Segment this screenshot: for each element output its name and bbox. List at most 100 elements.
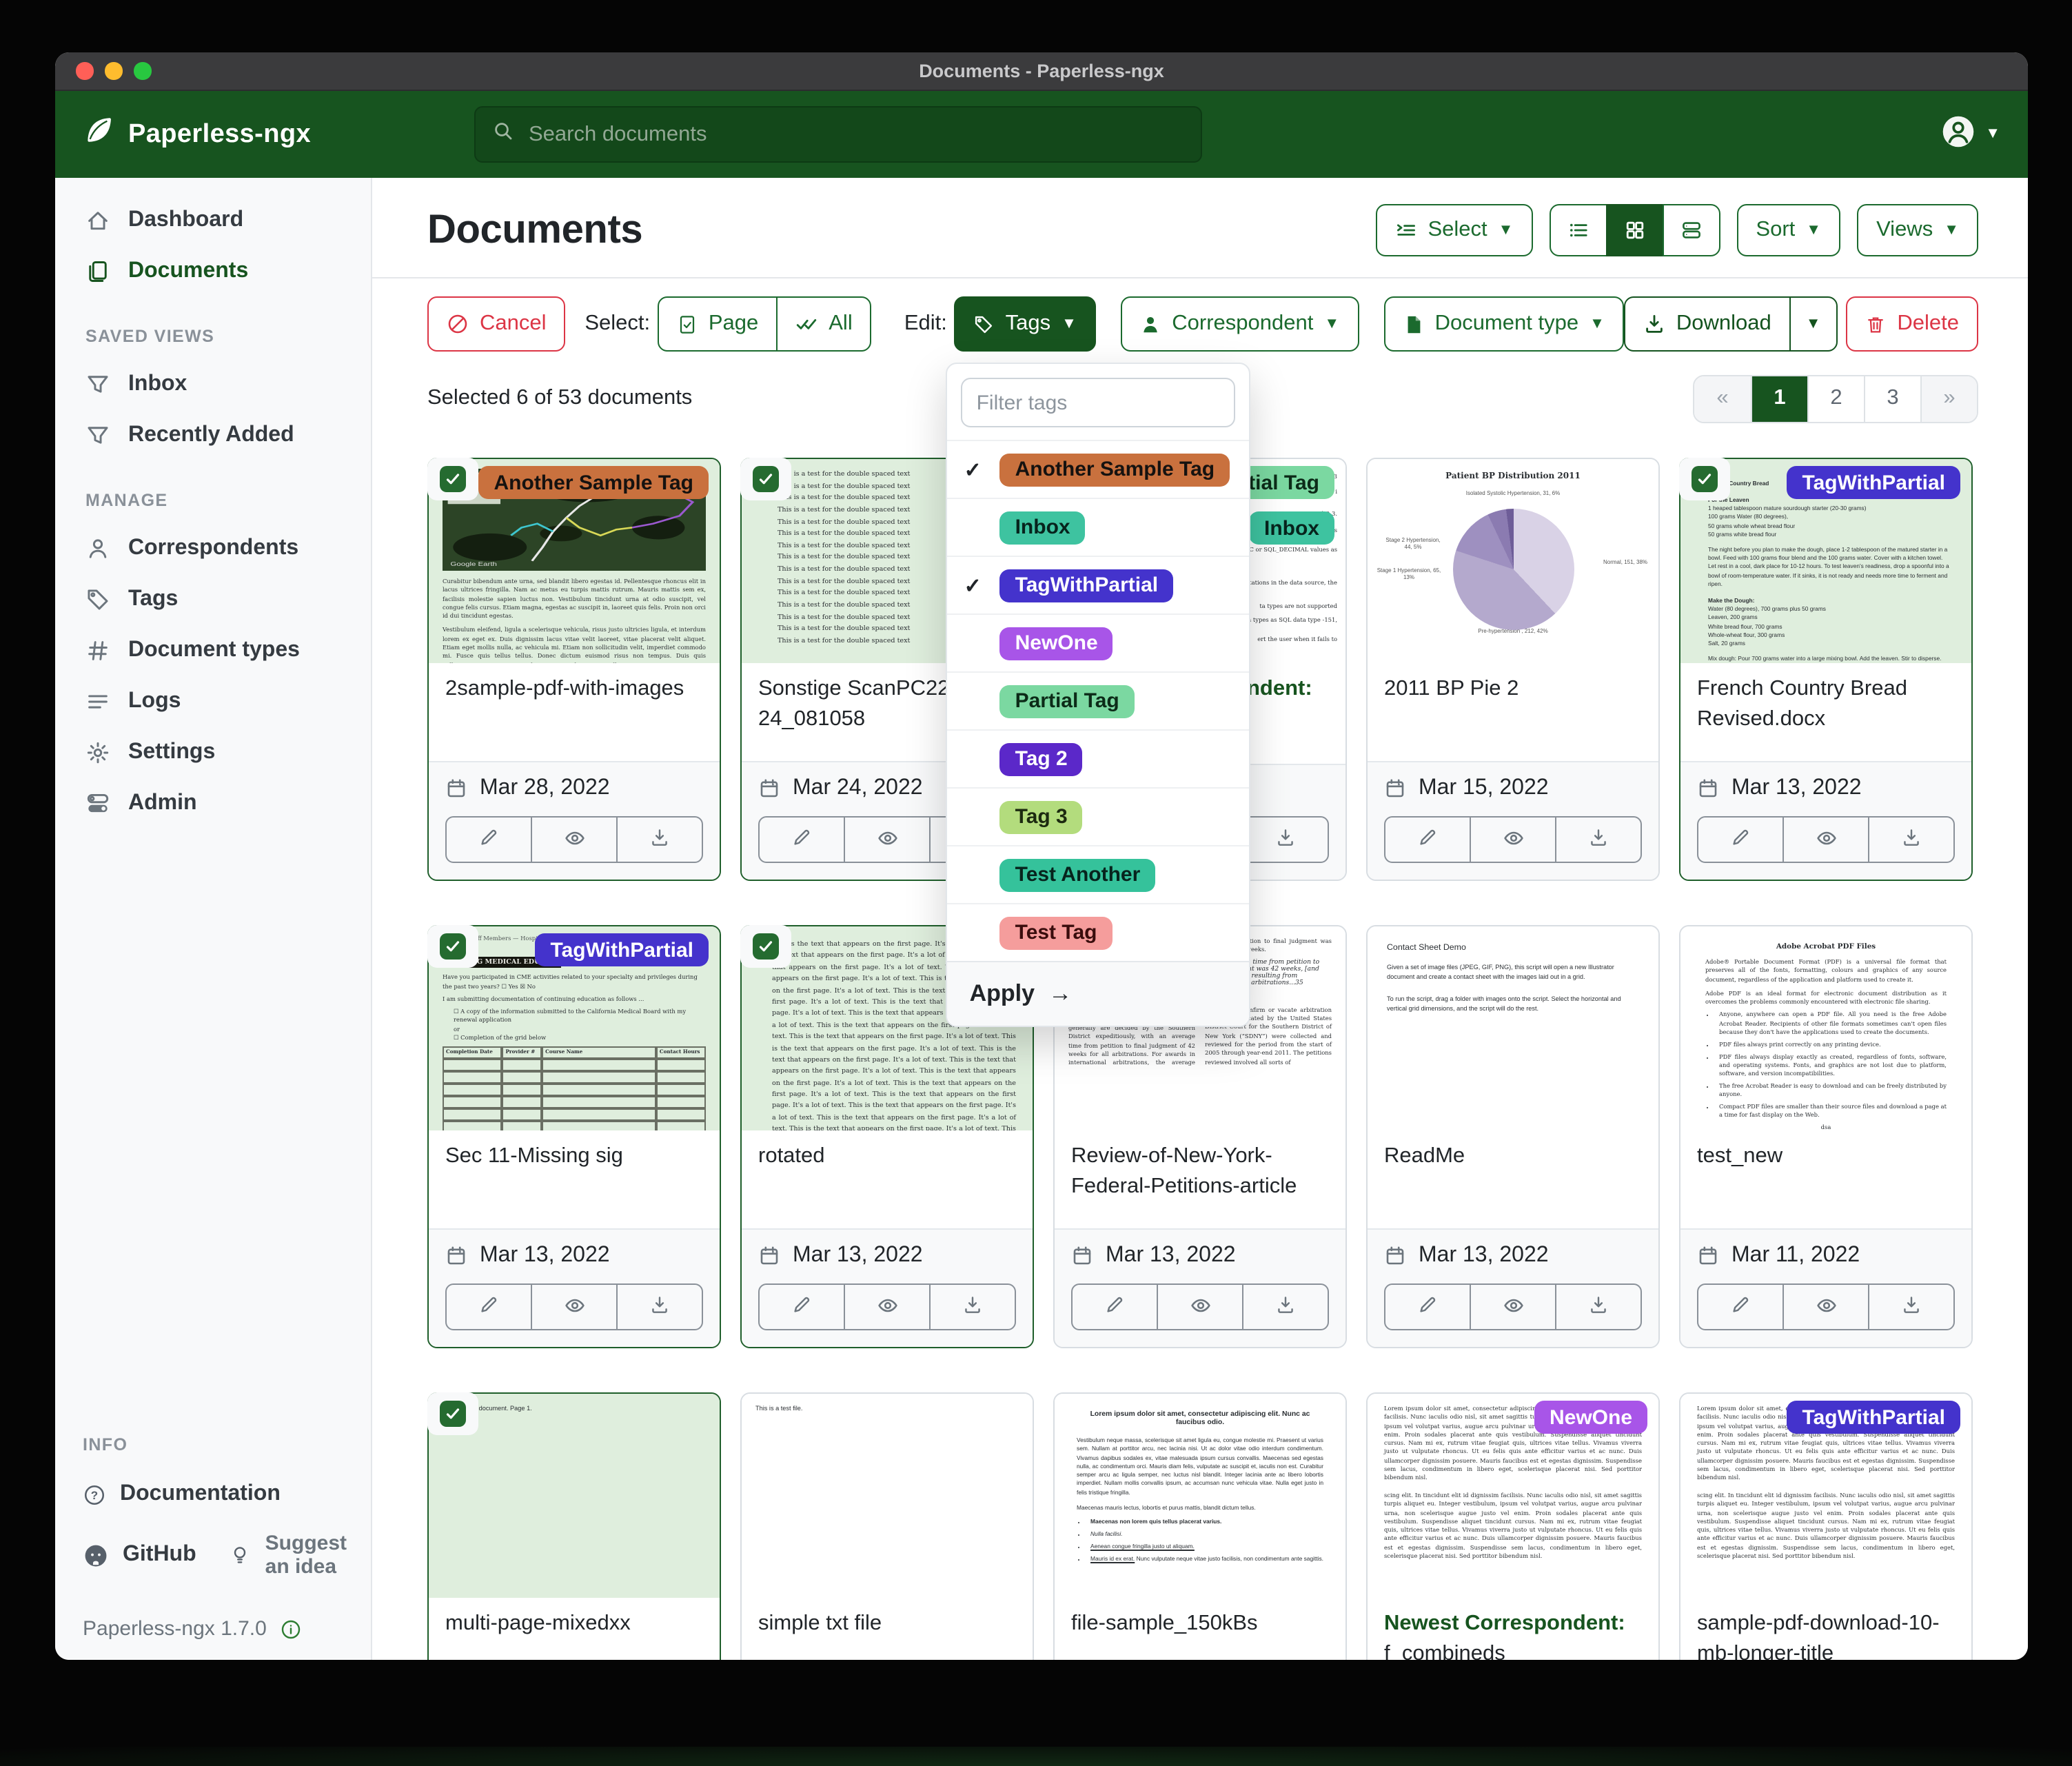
zoom-window-button[interactable]	[134, 62, 151, 80]
card-checkbox[interactable]	[427, 924, 478, 967]
edit-document-button[interactable]	[445, 1283, 532, 1330]
download-options-button[interactable]: ▼	[1789, 296, 1838, 352]
view-document-button[interactable]	[1470, 1283, 1556, 1330]
user-menu[interactable]: ▼	[1940, 112, 2000, 156]
tag-badge-newone[interactable]: NewOne	[1534, 1401, 1647, 1434]
document-thumbnail[interactable]: Patient BP Distribution 2011 Isolated Sy…	[1368, 459, 1658, 663]
view-document-button[interactable]	[844, 816, 931, 863]
document-card-french-country-bread-revised-docx[interactable]: TagWithPartial French Country Bread For th…	[1678, 457, 1973, 881]
view-document-button[interactable]	[1157, 1283, 1243, 1330]
tag-option-tag-3[interactable]: Tag 3	[947, 787, 1250, 845]
sidebar-item-settings[interactable]: Settings	[55, 727, 371, 778]
cancel-button[interactable]: Cancel	[427, 296, 566, 352]
tag-option-tag-2[interactable]: Tag 2	[947, 729, 1250, 787]
filter-tags-input[interactable]	[961, 378, 1236, 427]
document-card-sec-11-missing-sig[interactable]: TagWithPartial Medical Staff Members — Ho…	[427, 924, 721, 1348]
download-document-button[interactable]	[616, 816, 703, 863]
sidebar-item-inbox[interactable]: Inbox	[55, 358, 371, 409]
card-checkbox[interactable]	[427, 1392, 478, 1434]
download-document-button[interactable]	[1242, 1283, 1329, 1330]
view-document-button[interactable]	[1470, 816, 1556, 863]
view-details-button[interactable]	[1662, 204, 1720, 256]
tag-badge-tagwithpartial[interactable]: TagWithPartial	[1787, 466, 1960, 499]
document-card-sample-pdf-download-10-mb-longer-title[interactable]: TagWithPartial Lorem ipsum dolor sit amet…	[1679, 1392, 1973, 1660]
document-title[interactable]: sample-pdf-download-10-mb-longer-title	[1697, 1612, 1940, 1660]
document-title[interactable]: Newest Correspondent: f_combineds	[1384, 1612, 1625, 1660]
document-title[interactable]: ReadMe	[1384, 1144, 1465, 1168]
select-dropdown-button[interactable]: Select ▼	[1375, 204, 1533, 256]
tag-option-partial-tag[interactable]: Partial Tag	[947, 671, 1250, 729]
delete-button[interactable]: Delete	[1846, 296, 1978, 352]
document-thumbnail[interactable]: Adobe Acrobat PDF Files Adobe® Portable …	[1680, 926, 1971, 1130]
document-title[interactable]: rotated	[758, 1144, 825, 1168]
sidebar-item-correspondents[interactable]: Correspondents	[55, 522, 371, 574]
download-document-button[interactable]	[1555, 816, 1642, 863]
app-brand[interactable]: Paperless-ngx	[83, 114, 311, 154]
edit-document-button[interactable]	[445, 816, 532, 863]
tag-badge-tagwithpartial[interactable]: TagWithPartial	[1787, 1401, 1960, 1434]
tag-option-newone[interactable]: NewOne	[947, 613, 1250, 671]
download-button[interactable]: Download	[1623, 296, 1791, 352]
document-card-rotated[interactable]: This is the text that appears on the fir…	[740, 924, 1034, 1348]
search-bar[interactable]	[474, 106, 1201, 163]
download-document-button[interactable]	[616, 1283, 703, 1330]
card-checkbox[interactable]	[427, 457, 478, 500]
document-title[interactable]: simple txt file	[758, 1612, 882, 1635]
edit-document-button[interactable]	[1071, 1283, 1158, 1330]
view-document-button[interactable]	[844, 1283, 931, 1330]
document-title[interactable]: Sec 11-Missing sig	[445, 1144, 623, 1168]
card-checkbox[interactable]	[740, 457, 791, 500]
tag-option-test-tag[interactable]: Test Tag	[947, 903, 1250, 961]
close-window-button[interactable]	[76, 62, 93, 80]
document-title[interactable]: multi-page-mixedxx	[445, 1612, 631, 1635]
tag-badge-tagwithpartial[interactable]: TagWithPartial	[535, 933, 709, 966]
tag-option-test-another[interactable]: Test Another	[947, 845, 1250, 903]
document-card-test-new[interactable]: Adobe Acrobat PDF Files Adobe® Portable …	[1679, 925, 1973, 1348]
page-button-1[interactable]: 1	[1751, 376, 1807, 421]
view-document-button[interactable]	[1782, 816, 1869, 863]
document-title[interactable]: 2011 BP Pie 2	[1384, 677, 1519, 700]
document-card-multi-page-mixedxx[interactable]: a multi page document. Page 1. multi-page…	[427, 1392, 721, 1660]
document-thumbnail[interactable]: This is a test file.	[742, 1394, 1033, 1598]
download-document-button[interactable]	[929, 1283, 1016, 1330]
document-card-2sample-pdf-with-images[interactable]: Another Sample Tag Boundary Waters Trip …	[427, 457, 721, 881]
sidebar-item-document-types[interactable]: Document types	[55, 625, 371, 676]
apply-tags-button[interactable]: Apply →	[947, 961, 1250, 1026]
document-card-simple-txt-file[interactable]: This is a test file. simple txt file	[740, 1392, 1034, 1660]
search-input[interactable]	[526, 121, 1184, 148]
info-circle-icon[interactable]	[281, 1618, 303, 1640]
sidebar-item-recently-added[interactable]: Recently Added	[55, 409, 371, 460]
view-grid-button[interactable]	[1605, 204, 1664, 256]
sidebar-item-admin[interactable]: Admin	[55, 778, 371, 829]
edit-document-button[interactable]	[1384, 816, 1471, 863]
edit-document-button[interactable]	[1697, 816, 1784, 863]
edit-document-button[interactable]	[758, 816, 845, 863]
sort-button[interactable]: Sort ▼	[1736, 204, 1841, 256]
tag-option-inbox[interactable]: Inbox	[947, 498, 1250, 556]
edit-document-type-button[interactable]: Document type ▼	[1383, 296, 1624, 352]
download-document-button[interactable]	[1242, 816, 1329, 863]
card-checkbox[interactable]	[740, 924, 791, 967]
view-document-button[interactable]	[531, 816, 618, 863]
edit-document-button[interactable]	[1697, 1283, 1784, 1330]
sidebar-item-logs[interactable]: Logs	[55, 676, 371, 727]
document-card-f-combineds[interactable]: NewOne Lorem ipsum dolor sit amet, consec…	[1366, 1392, 1660, 1660]
tag-badge-another-sample-tag[interactable]: Another Sample Tag	[478, 466, 709, 499]
view-document-button[interactable]	[1782, 1283, 1869, 1330]
suggest-idea-link[interactable]: Suggest an idea	[230, 1532, 347, 1579]
sidebar-item-documents[interactable]: Documents	[55, 245, 371, 296]
minimize-window-button[interactable]	[105, 62, 122, 80]
page-button-prev[interactable]: «	[1694, 376, 1751, 421]
download-document-button[interactable]	[1868, 1283, 1955, 1330]
card-checkbox[interactable]	[1678, 457, 1729, 500]
download-document-button[interactable]	[1868, 816, 1955, 863]
tag-badge-inbox[interactable]: Inbox	[1249, 511, 1334, 545]
document-thumbnail[interactable]: Contact Sheet Demo Given a set of image …	[1368, 926, 1658, 1130]
sidebar-item-dashboard[interactable]: Dashboard	[55, 194, 371, 245]
view-document-button[interactable]	[531, 1283, 618, 1330]
document-card-file-sample-150kbs[interactable]: Lorem ipsum dolor sit amet, consectetur …	[1053, 1392, 1347, 1660]
document-thumbnail[interactable]: Lorem ipsum dolor sit amet, consectetur …	[1055, 1394, 1345, 1598]
select-page-button[interactable]: Page	[657, 296, 778, 352]
edit-document-button[interactable]	[758, 1283, 845, 1330]
document-title[interactable]: test_new	[1697, 1144, 1783, 1168]
